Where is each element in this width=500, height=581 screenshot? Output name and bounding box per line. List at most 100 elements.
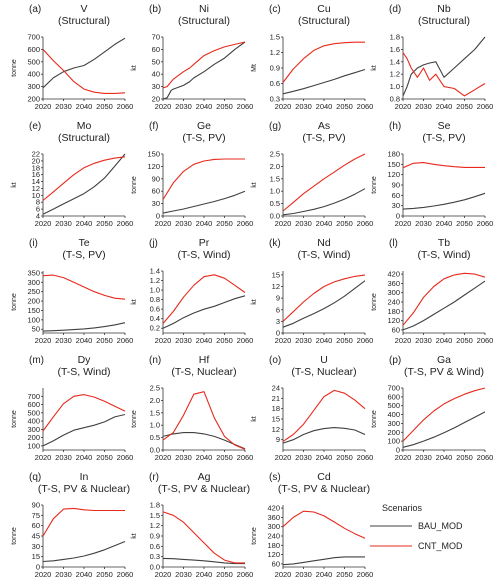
y-axis-label: tonne (131, 176, 138, 194)
y-tick-label: 0.4 (150, 314, 160, 323)
series-line-bau-mod (282, 556, 365, 566)
series-line-cnt-mod (402, 387, 486, 442)
panel-title-element: V (80, 3, 87, 15)
x-tick-label: 2030 (415, 219, 432, 228)
panel-title-element: Mo (77, 120, 92, 132)
x-tick-label: 2030 (55, 219, 72, 228)
y-tick-label: 180 (267, 541, 280, 550)
y-tick-label: 200 (27, 297, 40, 306)
x-tick-label: 2060 (237, 336, 254, 345)
y-tick-label: 360 (387, 279, 400, 288)
y-tick-label: 1.0 (270, 187, 280, 196)
x-tick-label: 2040 (196, 570, 213, 579)
y-tick-label: 60 (152, 45, 160, 54)
panel-title-element: Ag (198, 471, 211, 483)
y-tick-label: 12 (272, 282, 280, 291)
panel-title-category: (Structural) (418, 15, 470, 27)
panel-label: (g) (269, 121, 281, 132)
y-tick-label: 18 (32, 163, 40, 172)
x-tick-label: 2020 (275, 102, 292, 111)
x-tick-label: 2020 (395, 336, 412, 345)
x-tick-label: 2040 (196, 219, 213, 228)
series-line-cnt-mod (402, 162, 485, 169)
x-tick-label: 2060 (117, 102, 134, 111)
y-tick-label: 1.4 (390, 57, 400, 66)
series-line-bau-mod (282, 188, 366, 216)
y-tick-label: 60 (32, 521, 40, 530)
y-tick-label: 15 (272, 270, 280, 279)
y-tick-label: 1.8 (390, 33, 400, 42)
y-axis-label: kt (251, 182, 258, 188)
y-tick-label: 22 (32, 150, 40, 159)
series-line-bau-mod (282, 427, 366, 444)
panel-r: (r) Ag(T-S, PV & Nuclear)0.00.30.60.91.21… (131, 471, 253, 579)
y-tick-label: 350 (27, 268, 40, 277)
panel-label: (e) (29, 121, 41, 132)
y-tick-label: 700 (27, 33, 40, 42)
y-tick-label: 0.8 (390, 95, 400, 104)
y-tick-label: 60 (392, 325, 400, 334)
series-line-cnt-mod (282, 41, 365, 83)
x-tick-label: 2050 (216, 453, 233, 462)
x-tick-label: 2050 (336, 219, 353, 228)
x-tick-label: 2020 (155, 336, 172, 345)
panel-p: (p) Ga(T-S, PV & Wind) 0100200300400500600… (371, 354, 493, 462)
x-tick-label: 2030 (175, 570, 192, 579)
panel-title-element: Cu (317, 3, 331, 15)
panel-label: (s) (269, 472, 281, 483)
y-tick-label: 6 (276, 305, 280, 314)
x-tick-label: 2030 (295, 219, 312, 228)
y-tick-label: 150 (387, 160, 400, 169)
y-tick-label: 2.5 (270, 150, 280, 159)
x-tick-label: 2020 (35, 219, 52, 228)
y-axis-label: tonne (371, 410, 378, 428)
y-tick-label: 24 (272, 384, 280, 393)
panel-title-element: As (318, 120, 330, 132)
x-tick-label: 2030 (55, 336, 72, 345)
x-tick-label: 2040 (316, 336, 333, 345)
x-tick-label: 2060 (237, 219, 254, 228)
x-tick-label: 2030 (55, 453, 72, 462)
y-tick-label: 8 (36, 198, 40, 207)
x-tick-label: 2020 (155, 219, 172, 228)
x-tick-label: 2030 (415, 453, 432, 462)
panel-title-category: (Structural) (58, 15, 110, 27)
y-axis-label: tonne (11, 410, 18, 428)
series-line-cnt-mod (42, 394, 126, 432)
series-line-bau-mod (402, 192, 486, 210)
panel-title-element: In (80, 471, 89, 483)
y-tick-label: 0.0 (270, 212, 280, 221)
y-axis-label: tonne (251, 527, 258, 545)
panel-label: (p) (389, 355, 401, 366)
y-tick-label: 300 (27, 278, 40, 287)
y-tick-label: 180 (387, 307, 400, 316)
y-axis-label: tonne (11, 59, 18, 77)
y-tick-label: 150 (27, 306, 40, 315)
series-line-bau-mod (162, 41, 246, 100)
y-tick-label: 2.5 (150, 384, 160, 393)
y-tick-label: 16 (32, 170, 40, 179)
series-line-cnt-mod (282, 389, 366, 442)
y-tick-label: 400 (27, 70, 40, 79)
x-tick-label: 2040 (76, 336, 93, 345)
y-tick-label: 60 (392, 191, 400, 200)
panel-title-category: (T-S, Wind) (417, 249, 470, 261)
x-tick-label: 2050 (456, 453, 473, 462)
panel-title-element: Se (438, 120, 451, 132)
y-tick-label: 2.0 (150, 396, 160, 405)
y-tick-label: 45 (32, 532, 40, 541)
y-tick-label: 200 (387, 428, 400, 437)
x-tick-label: 2030 (295, 102, 312, 111)
y-axis-label: tonne (371, 293, 378, 311)
panel-label: (i) (29, 238, 38, 249)
series-line-cnt-mod (42, 49, 126, 94)
y-tick-label: 240 (267, 532, 280, 541)
y-tick-label: 120 (267, 550, 280, 559)
y-tick-label: 20 (32, 156, 40, 165)
y-tick-label: 60 (152, 187, 160, 196)
panel-title-element: Nd (317, 237, 331, 249)
x-tick-label: 2020 (155, 102, 172, 111)
